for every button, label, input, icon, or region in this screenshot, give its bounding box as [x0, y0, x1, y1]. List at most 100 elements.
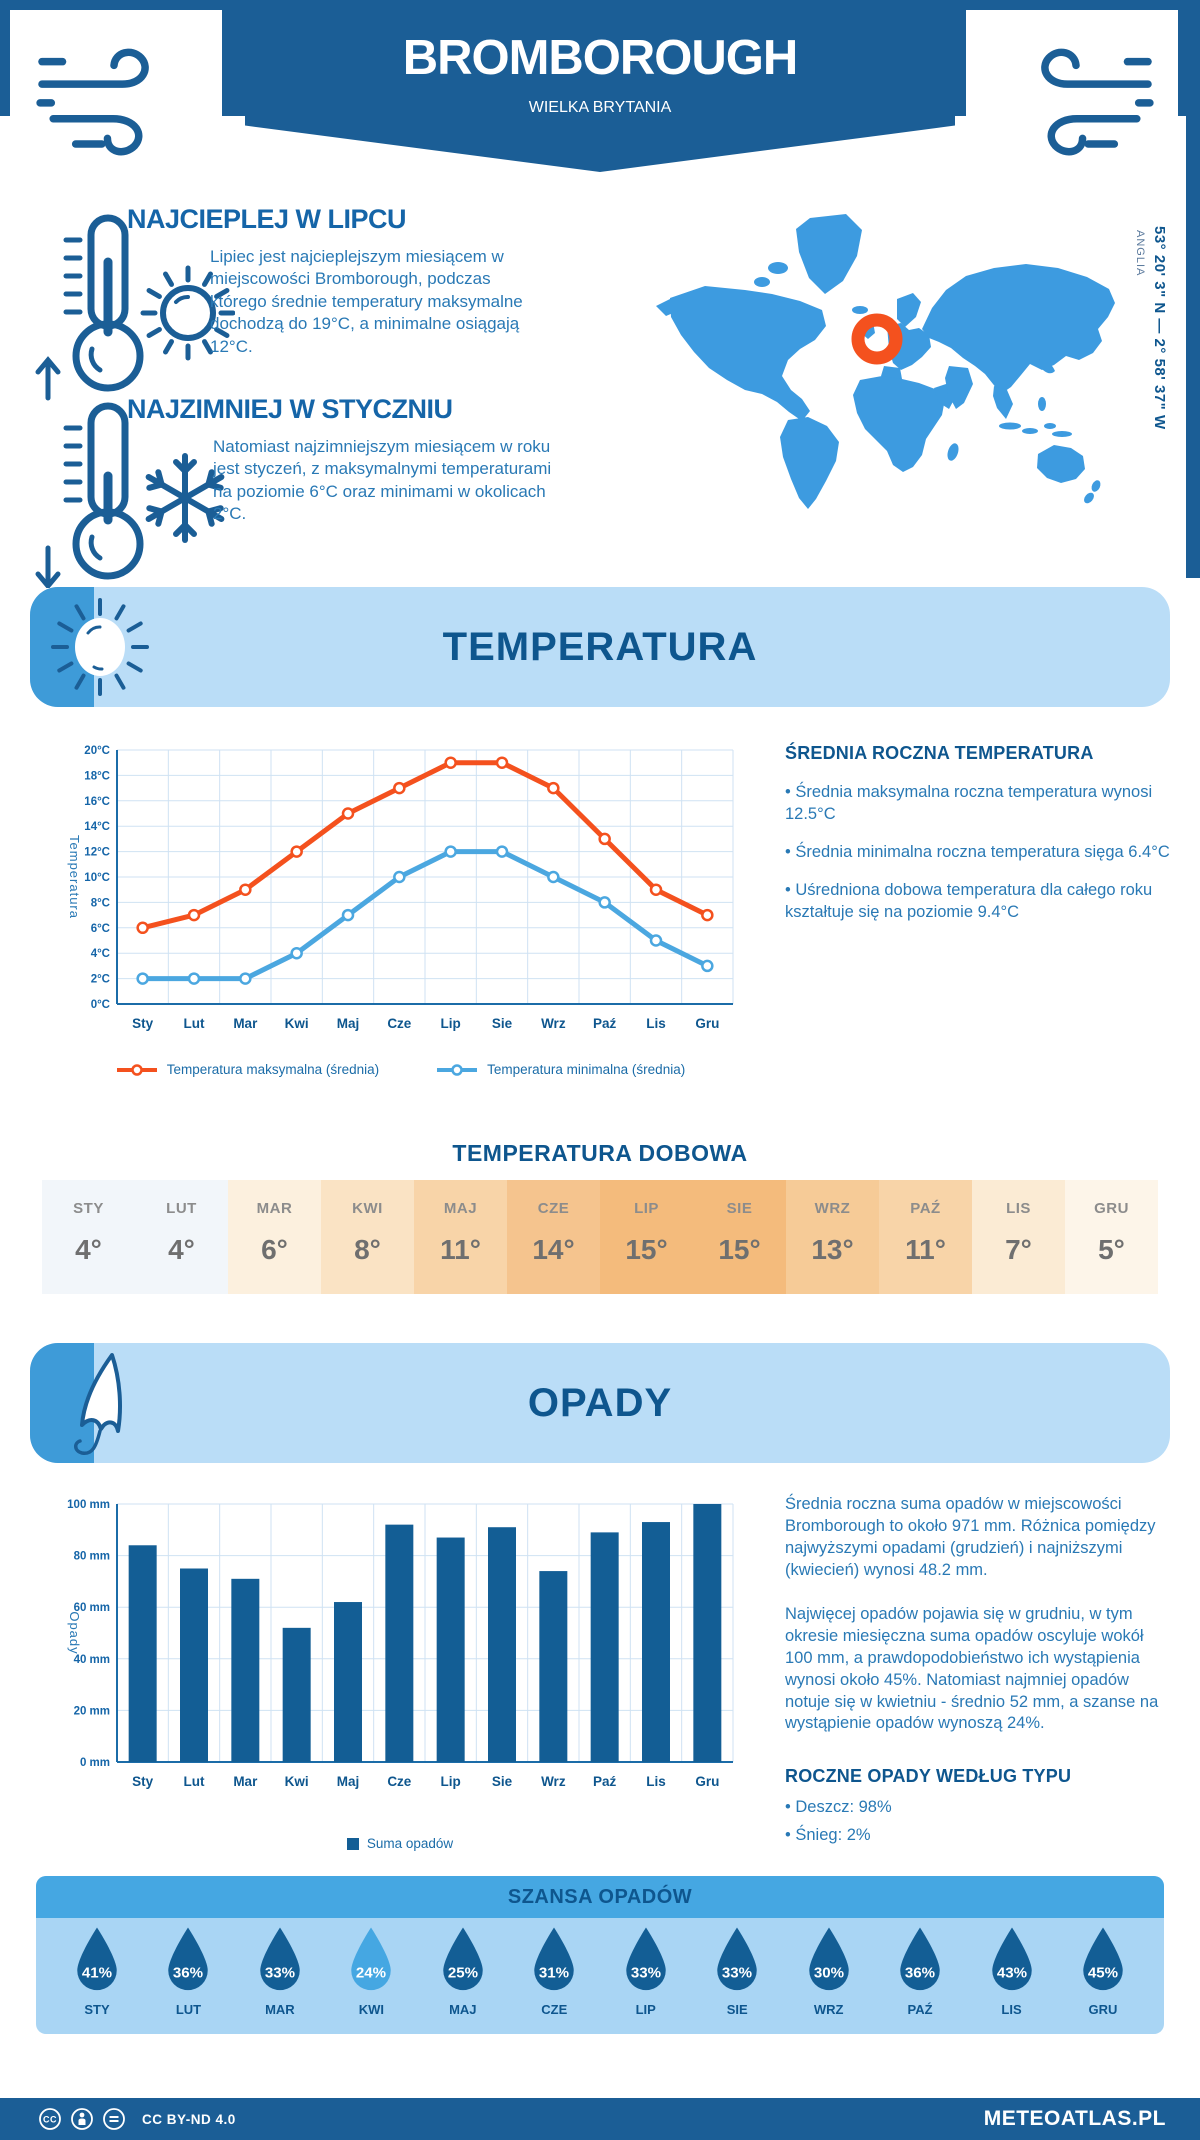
legend-label-min: Temperatura minimalna (średnia)	[487, 1062, 686, 1077]
daily-temp-month: SIE	[726, 1200, 753, 1217]
sun-ray	[163, 339, 174, 355]
precipitation-chance-droplets: 41% STY 36% LUT 33% MAR 24% KWI 25% MAJ 31% CZE 33% L…	[36, 1918, 1164, 2017]
sun-ray	[214, 288, 230, 299]
daily-temp-column: LIS 7°	[972, 1180, 1065, 1294]
droplet-icon: 33%	[260, 1927, 300, 1991]
precip-chance-item: 33% SIE	[700, 1924, 774, 2017]
daily-temp-column: SIE 15°	[693, 1180, 786, 1294]
x-tick-label: Maj	[337, 1016, 360, 1031]
sun-ray	[146, 327, 162, 338]
wind-icon	[1041, 48, 1154, 156]
y-tick-label: 4°C	[91, 948, 110, 960]
precip-chance-item: 31% CZE	[517, 1924, 591, 2017]
precipitation-bar	[334, 1602, 362, 1762]
precipitation-bar	[436, 1537, 465, 1762]
x-tick-label: Maj	[337, 1774, 360, 1789]
data-point-marker	[701, 959, 714, 973]
legend-label-max: Temperatura maksymalna (średnia)	[166, 1062, 380, 1077]
annual-temperature-title: ŚREDNIA ROCZNA TEMPERATURA	[785, 743, 1094, 763]
license-group: CC CC BY-ND 4.0	[38, 2098, 236, 2140]
map-coordinates: 53° 20' 3" N — 2° 58' 37" W	[1151, 226, 1168, 430]
daily-temp-month: STY	[73, 1200, 104, 1217]
droplet-icon: 45%	[1083, 1927, 1123, 1991]
droplet-month-label: MAJ	[449, 2002, 477, 2017]
data-point-marker	[649, 883, 663, 896]
daily-temp-month: LIP	[634, 1200, 659, 1217]
droplet-month-label: SIE	[726, 2002, 748, 2017]
x-tick-label: Lut	[184, 1774, 205, 1789]
precipitation-bar-chart: 0 mm 20 mm 40 mm 60 mm 80 mm 100 mm Sty Lut Mar K…	[67, 1499, 734, 1789]
daily-temp-value: 11°	[440, 1234, 481, 1265]
x-tick-label: Lut	[184, 1016, 205, 1031]
droplet-percentage: 45%	[1088, 1964, 1119, 1981]
annual-temp-bullet: Średnia minimalna roczna temperatura się…	[785, 842, 1170, 864]
cc-nd-icon	[103, 2108, 125, 2130]
precip-chance-item: 36% LUT	[151, 1924, 225, 2017]
precip-chance-item: 43% LIS	[975, 1924, 1049, 2017]
droplet-month-label: GRU	[1088, 2002, 1118, 2017]
daily-temp-column: LIP 15°	[600, 1180, 693, 1294]
precip-chance-item: 30% WRZ	[792, 1924, 866, 2017]
daily-temp-month: WRZ	[814, 1200, 851, 1217]
temperature-chart-legend: Temperatura maksymalna (średnia) Tempera…	[60, 1062, 740, 1077]
data-point-marker	[393, 781, 406, 795]
droplet-percentage: 43%	[996, 1964, 1027, 1981]
daily-temp-value: 4°	[75, 1234, 102, 1265]
precip-chance-item: 41% STY	[60, 1924, 134, 2017]
droplet-month-label: STY	[84, 2002, 110, 2017]
daily-temp-value: 14°	[532, 1234, 575, 1265]
droplet-icon: 33%	[625, 1927, 666, 1991]
droplet-percentage: 41%	[82, 1964, 113, 1981]
x-tick-label: Sty	[132, 1774, 154, 1789]
x-tick-label: Sie	[492, 1774, 513, 1789]
legend-label-precip: Suma opadów	[366, 1836, 454, 1851]
annual-temperature-panel: ŚREDNIA ROCZNA TEMPERATURA Średnia maksy…	[785, 742, 1170, 924]
thermometer-snowflake-icon	[35, 402, 225, 588]
droplet-month-label: MAR	[265, 2002, 295, 2017]
x-tick-label: Lis	[646, 1016, 666, 1031]
temperature-banner: TEMPERATURA	[30, 587, 1170, 707]
daily-temp-column: STY 4°	[42, 1180, 135, 1294]
precipitation-banner: OPADY	[30, 1343, 1170, 1463]
precipitation-section-title: OPADY	[527, 1381, 673, 1425]
data-point-marker	[290, 845, 303, 858]
cc-icon: CC	[39, 2108, 61, 2130]
sun-ray	[57, 621, 74, 633]
sun-ray	[74, 673, 86, 690]
sun-ray	[114, 673, 126, 690]
sun-ray	[126, 621, 143, 633]
x-tick-label: Paź	[593, 1774, 617, 1789]
umbrella-icon	[74, 1353, 122, 1456]
droplet-icon: 41%	[77, 1927, 117, 1991]
data-point-marker	[649, 934, 663, 947]
data-point-marker	[444, 756, 457, 769]
sun-ray	[202, 271, 213, 287]
droplet-month-label: LUT	[175, 2002, 202, 2017]
legend-item-max: Temperatura maksymalna (średnia)	[115, 1062, 379, 1077]
y-tick-label: 40 mm	[74, 1654, 110, 1666]
precipitation-type-bullet: Deszcz: 98%	[785, 1797, 1170, 1819]
droplet-month-label: LIS	[1001, 2002, 1022, 2017]
droplet-icon: 25%	[443, 1927, 483, 1991]
precip-chance-item: 25% MAJ	[426, 1924, 500, 2017]
sun-ray	[146, 288, 162, 299]
location-marker	[851, 313, 903, 365]
precipitation-type-bullet: Śnieg: 2%	[785, 1825, 1170, 1847]
coldest-text: Natomiast najzimniejszym miesiącem w rok…	[213, 437, 552, 524]
page-subtitle: WIELKA BRYTANIA	[528, 99, 672, 116]
warmest-title: NAJCIEPLEJ W LIPCU	[127, 204, 407, 234]
daily-temp-column: GRU 5°	[1065, 1180, 1158, 1294]
y-tick-label: 0°C	[91, 999, 110, 1011]
wind-icon	[36, 48, 149, 156]
daily-temp-value: 7°	[1005, 1234, 1032, 1265]
y-tick-label: 16°C	[84, 796, 110, 808]
y-tick-label: 12°C	[84, 847, 110, 859]
daily-temp-month: CZE	[537, 1200, 570, 1217]
data-point-marker	[187, 908, 201, 922]
precipitation-chart-legend: Suma opadów	[60, 1836, 740, 1851]
data-point-marker	[547, 781, 560, 795]
data-point-marker	[547, 870, 560, 884]
precipitation-bar	[590, 1532, 619, 1762]
right-edge-decoration	[1186, 0, 1200, 578]
precipitation-bar	[642, 1522, 670, 1762]
